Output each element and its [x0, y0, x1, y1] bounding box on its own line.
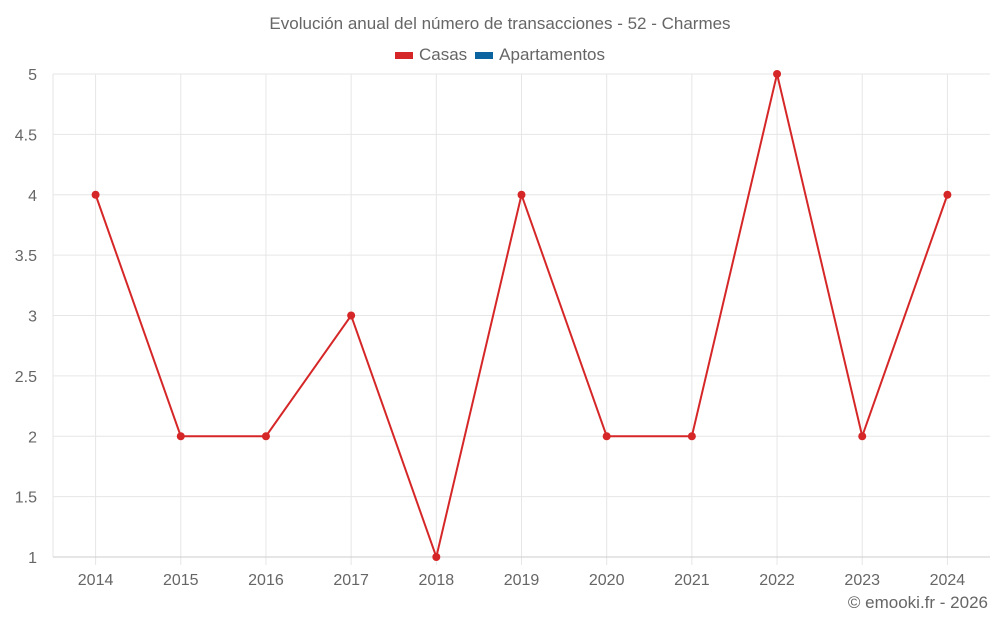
legend-label-casas: Casas — [418, 45, 468, 64]
x-tick-label: 2022 — [759, 572, 795, 589]
y-tick-label: 5 — [28, 67, 37, 84]
x-tick-label: 2024 — [930, 572, 966, 589]
data-point[interactable] — [687, 432, 696, 441]
data-point[interactable] — [176, 432, 185, 441]
y-tick-label: 3.5 — [15, 248, 37, 265]
data-point[interactable] — [602, 432, 611, 441]
legend-item-apartamentos[interactable]: Apartamentos — [475, 45, 605, 65]
x-tick-label: 2021 — [674, 572, 710, 589]
data-point[interactable] — [858, 432, 867, 441]
chart-title: Evolución anual del número de transaccio… — [269, 14, 731, 33]
data-point[interactable] — [517, 190, 526, 199]
y-tick-label: 1.5 — [15, 490, 37, 507]
y-tick-label: 4.5 — [15, 127, 37, 144]
y-tick-label: 3 — [28, 309, 37, 326]
x-tick-label: 2014 — [78, 572, 114, 589]
x-tick-label: 2016 — [248, 572, 284, 589]
y-tick-label: 2 — [28, 429, 37, 446]
x-tick-label: 2023 — [844, 572, 880, 589]
data-point[interactable] — [432, 553, 441, 561]
data-point[interactable] — [943, 190, 952, 199]
x-tick-label: 2015 — [163, 572, 199, 589]
y-tick-label: 4 — [28, 188, 37, 205]
legend-label-apartamentos: Apartamentos — [499, 45, 606, 64]
copyright-credit: © emooki.fr - 2026 — [847, 593, 988, 612]
axes: 1 1.5 2 2.5 3 3.5 4 4.5 5 2014 2015 2016 2017 2018 201… — [15, 67, 990, 589]
x-tick-label: 2020 — [589, 572, 625, 589]
data-point[interactable] — [347, 311, 356, 320]
x-tick-label: 2018 — [419, 572, 455, 589]
legend-item-casas[interactable]: Casas — [394, 45, 468, 65]
y-tick-label: 1 — [28, 550, 37, 567]
series-casas — [91, 70, 952, 561]
x-tick-label: 2019 — [504, 572, 540, 589]
grid-lines — [53, 73, 990, 565]
legend: Casas Apartamentos — [0, 45, 1000, 65]
y-tick-label: 2.5 — [15, 369, 37, 386]
data-point[interactable] — [261, 432, 270, 441]
x-tick-label: 2017 — [333, 572, 369, 589]
legend-swatch-casas-icon — [394, 51, 413, 59]
legend-swatch-apartamentos-icon — [475, 51, 494, 59]
data-point[interactable] — [773, 70, 782, 78]
data-point[interactable] — [91, 190, 100, 199]
